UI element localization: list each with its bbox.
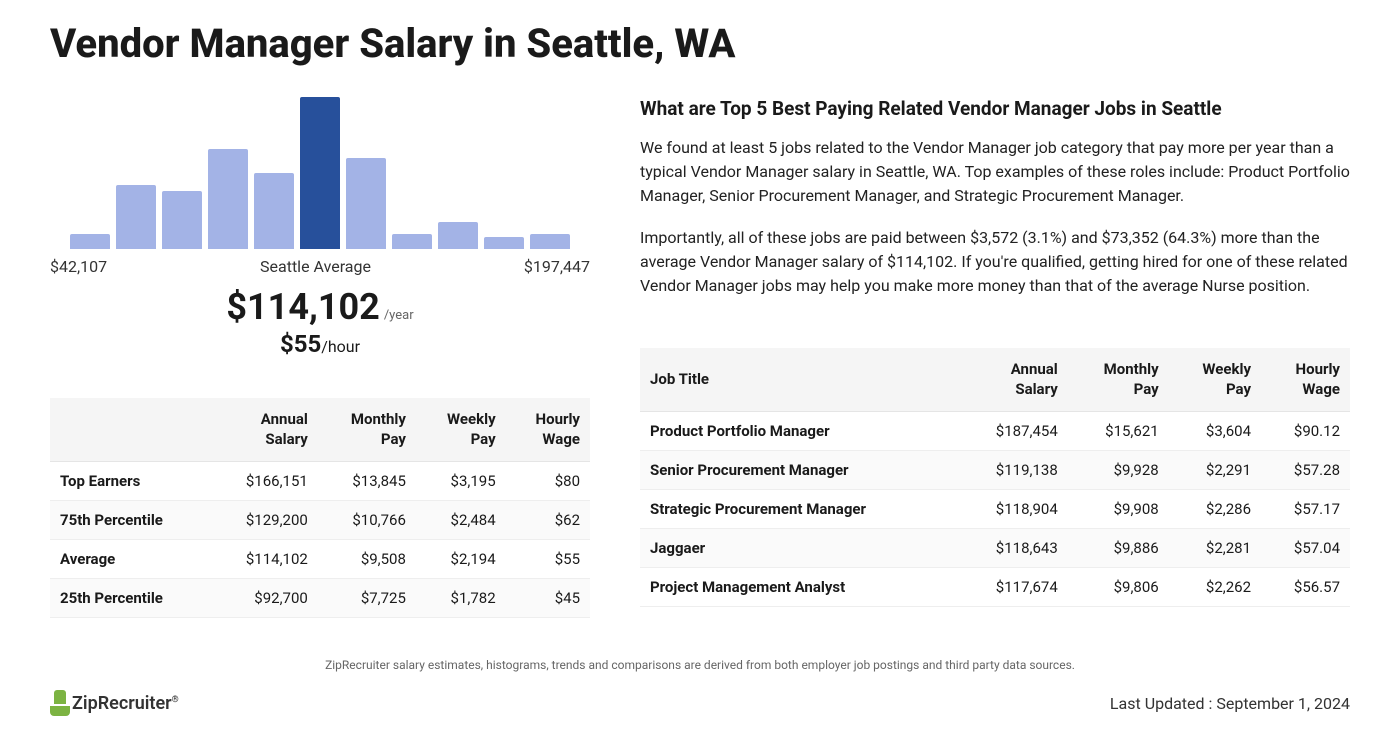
table-cell: $9,908 bbox=[1068, 490, 1169, 529]
table-cell: $62 bbox=[506, 501, 590, 540]
table-cell: $117,674 bbox=[957, 568, 1067, 607]
table-cell: $119,138 bbox=[957, 451, 1067, 490]
table-row: Project Management Analyst$117,674$9,806… bbox=[640, 568, 1350, 607]
table-cell: 25th Percentile bbox=[50, 579, 211, 618]
brand-prefix: Zip bbox=[72, 693, 98, 714]
table-cell: $166,151 bbox=[211, 462, 318, 501]
histogram-bar bbox=[254, 173, 294, 249]
table-row: Jaggaer$118,643$9,886$2,281$57.04 bbox=[640, 529, 1350, 568]
table-header: AnnualSalary bbox=[211, 398, 318, 462]
histogram-bar bbox=[392, 234, 432, 249]
table-cell: $118,904 bbox=[957, 490, 1067, 529]
table-cell: $92,700 bbox=[211, 579, 318, 618]
table-cell: Product Portfolio Manager bbox=[640, 412, 957, 451]
average-annual-salary: $114,102 bbox=[226, 286, 379, 328]
last-updated: Last Updated : September 1, 2024 bbox=[1110, 694, 1350, 713]
table-cell: $55 bbox=[506, 540, 590, 579]
related-jobs-heading: What are Top 5 Best Paying Related Vendo… bbox=[640, 97, 1350, 120]
table-cell: $2,281 bbox=[1169, 529, 1261, 568]
table-cell: Project Management Analyst bbox=[640, 568, 957, 607]
table-cell: Top Earners bbox=[50, 462, 211, 501]
histogram-bar bbox=[208, 149, 248, 249]
table-cell: $9,806 bbox=[1068, 568, 1169, 607]
table-cell: $80 bbox=[506, 462, 590, 501]
table-cell: $1,782 bbox=[416, 579, 506, 618]
table-header: AnnualSalary bbox=[957, 348, 1067, 412]
histogram-center-label: Seattle Average bbox=[107, 257, 524, 276]
page-title: Vendor Manager Salary in Seattle, WA bbox=[50, 20, 1350, 67]
table-cell: $10,766 bbox=[318, 501, 416, 540]
histogram-bar bbox=[300, 97, 340, 249]
table-cell: Jaggaer bbox=[640, 529, 957, 568]
table-header: HourlyWage bbox=[506, 398, 590, 462]
table-cell: $2,484 bbox=[416, 501, 506, 540]
table-cell: $114,102 bbox=[211, 540, 318, 579]
table-cell: Senior Procurement Manager bbox=[640, 451, 957, 490]
hourly-suffix: /hour bbox=[321, 337, 360, 356]
table-header: MonthlyPay bbox=[318, 398, 416, 462]
histogram-bar bbox=[346, 158, 386, 249]
table-cell: $3,195 bbox=[416, 462, 506, 501]
table-row: Average$114,102$9,508$2,194$55 bbox=[50, 540, 590, 579]
table-row: Product Portfolio Manager$187,454$15,621… bbox=[640, 412, 1350, 451]
table-row: Top Earners$166,151$13,845$3,195$80 bbox=[50, 462, 590, 501]
table-cell: $90.12 bbox=[1261, 412, 1350, 451]
salary-histogram: $42,107 Seattle Average $197,447 $114,10… bbox=[50, 97, 590, 358]
histogram-min-label: $42,107 bbox=[50, 257, 107, 276]
table-cell: $2,291 bbox=[1169, 451, 1261, 490]
table-cell: Average bbox=[50, 540, 211, 579]
table-cell: $57.28 bbox=[1261, 451, 1350, 490]
table-cell: $57.04 bbox=[1261, 529, 1350, 568]
table-cell: $9,508 bbox=[318, 540, 416, 579]
related-jobs-para-1: We found at least 5 jobs related to the … bbox=[640, 136, 1350, 208]
histogram-max-label: $197,447 bbox=[524, 257, 590, 276]
average-hourly-wage: $55 bbox=[280, 330, 321, 358]
table-cell: $7,725 bbox=[318, 579, 416, 618]
table-cell: $2,262 bbox=[1169, 568, 1261, 607]
table-cell: $2,286 bbox=[1169, 490, 1261, 529]
histogram-bar bbox=[116, 185, 156, 249]
histogram-bar bbox=[530, 234, 570, 249]
table-cell: $45 bbox=[506, 579, 590, 618]
table-cell: $15,621 bbox=[1068, 412, 1169, 451]
table-cell: $2,194 bbox=[416, 540, 506, 579]
table-cell: $118,643 bbox=[957, 529, 1067, 568]
table-cell: $3,604 bbox=[1169, 412, 1261, 451]
histogram-bar bbox=[162, 191, 202, 249]
histogram-bar bbox=[70, 234, 110, 249]
table-header: WeeklyPay bbox=[416, 398, 506, 462]
table-row: 75th Percentile$129,200$10,766$2,484$62 bbox=[50, 501, 590, 540]
table-cell: $187,454 bbox=[957, 412, 1067, 451]
related-jobs-table: Job TitleAnnualSalaryMonthlyPayWeeklyPay… bbox=[640, 348, 1350, 607]
brand-suffix: Recruiter bbox=[98, 693, 172, 714]
table-cell: Strategic Procurement Manager bbox=[640, 490, 957, 529]
table-cell: $57.17 bbox=[1261, 490, 1350, 529]
table-header: MonthlyPay bbox=[1068, 348, 1169, 412]
table-cell: $56.57 bbox=[1261, 568, 1350, 607]
table-header: HourlyWage bbox=[1261, 348, 1350, 412]
table-cell: $13,845 bbox=[318, 462, 416, 501]
table-cell: 75th Percentile bbox=[50, 501, 211, 540]
histogram-bar bbox=[438, 222, 478, 249]
table-cell: $9,886 bbox=[1068, 529, 1169, 568]
table-row: 25th Percentile$92,700$7,725$1,782$45 bbox=[50, 579, 590, 618]
table-header: Job Title bbox=[640, 348, 957, 412]
table-header: WeeklyPay bbox=[1169, 348, 1261, 412]
table-cell: $9,928 bbox=[1068, 451, 1169, 490]
histogram-bar bbox=[484, 237, 524, 249]
ziprecruiter-logo: ZipRecruiter® bbox=[50, 690, 179, 716]
table-header bbox=[50, 398, 211, 462]
annual-suffix: /year bbox=[384, 308, 414, 323]
data-source-footnote: ZipRecruiter salary estimates, histogram… bbox=[50, 658, 1350, 672]
chair-icon bbox=[50, 690, 70, 716]
related-jobs-para-2: Importantly, all of these jobs are paid … bbox=[640, 226, 1350, 298]
table-cell: $129,200 bbox=[211, 501, 318, 540]
percentile-table: AnnualSalaryMonthlyPayWeeklyPayHourlyWag… bbox=[50, 398, 590, 618]
table-row: Senior Procurement Manager$119,138$9,928… bbox=[640, 451, 1350, 490]
table-row: Strategic Procurement Manager$118,904$9,… bbox=[640, 490, 1350, 529]
